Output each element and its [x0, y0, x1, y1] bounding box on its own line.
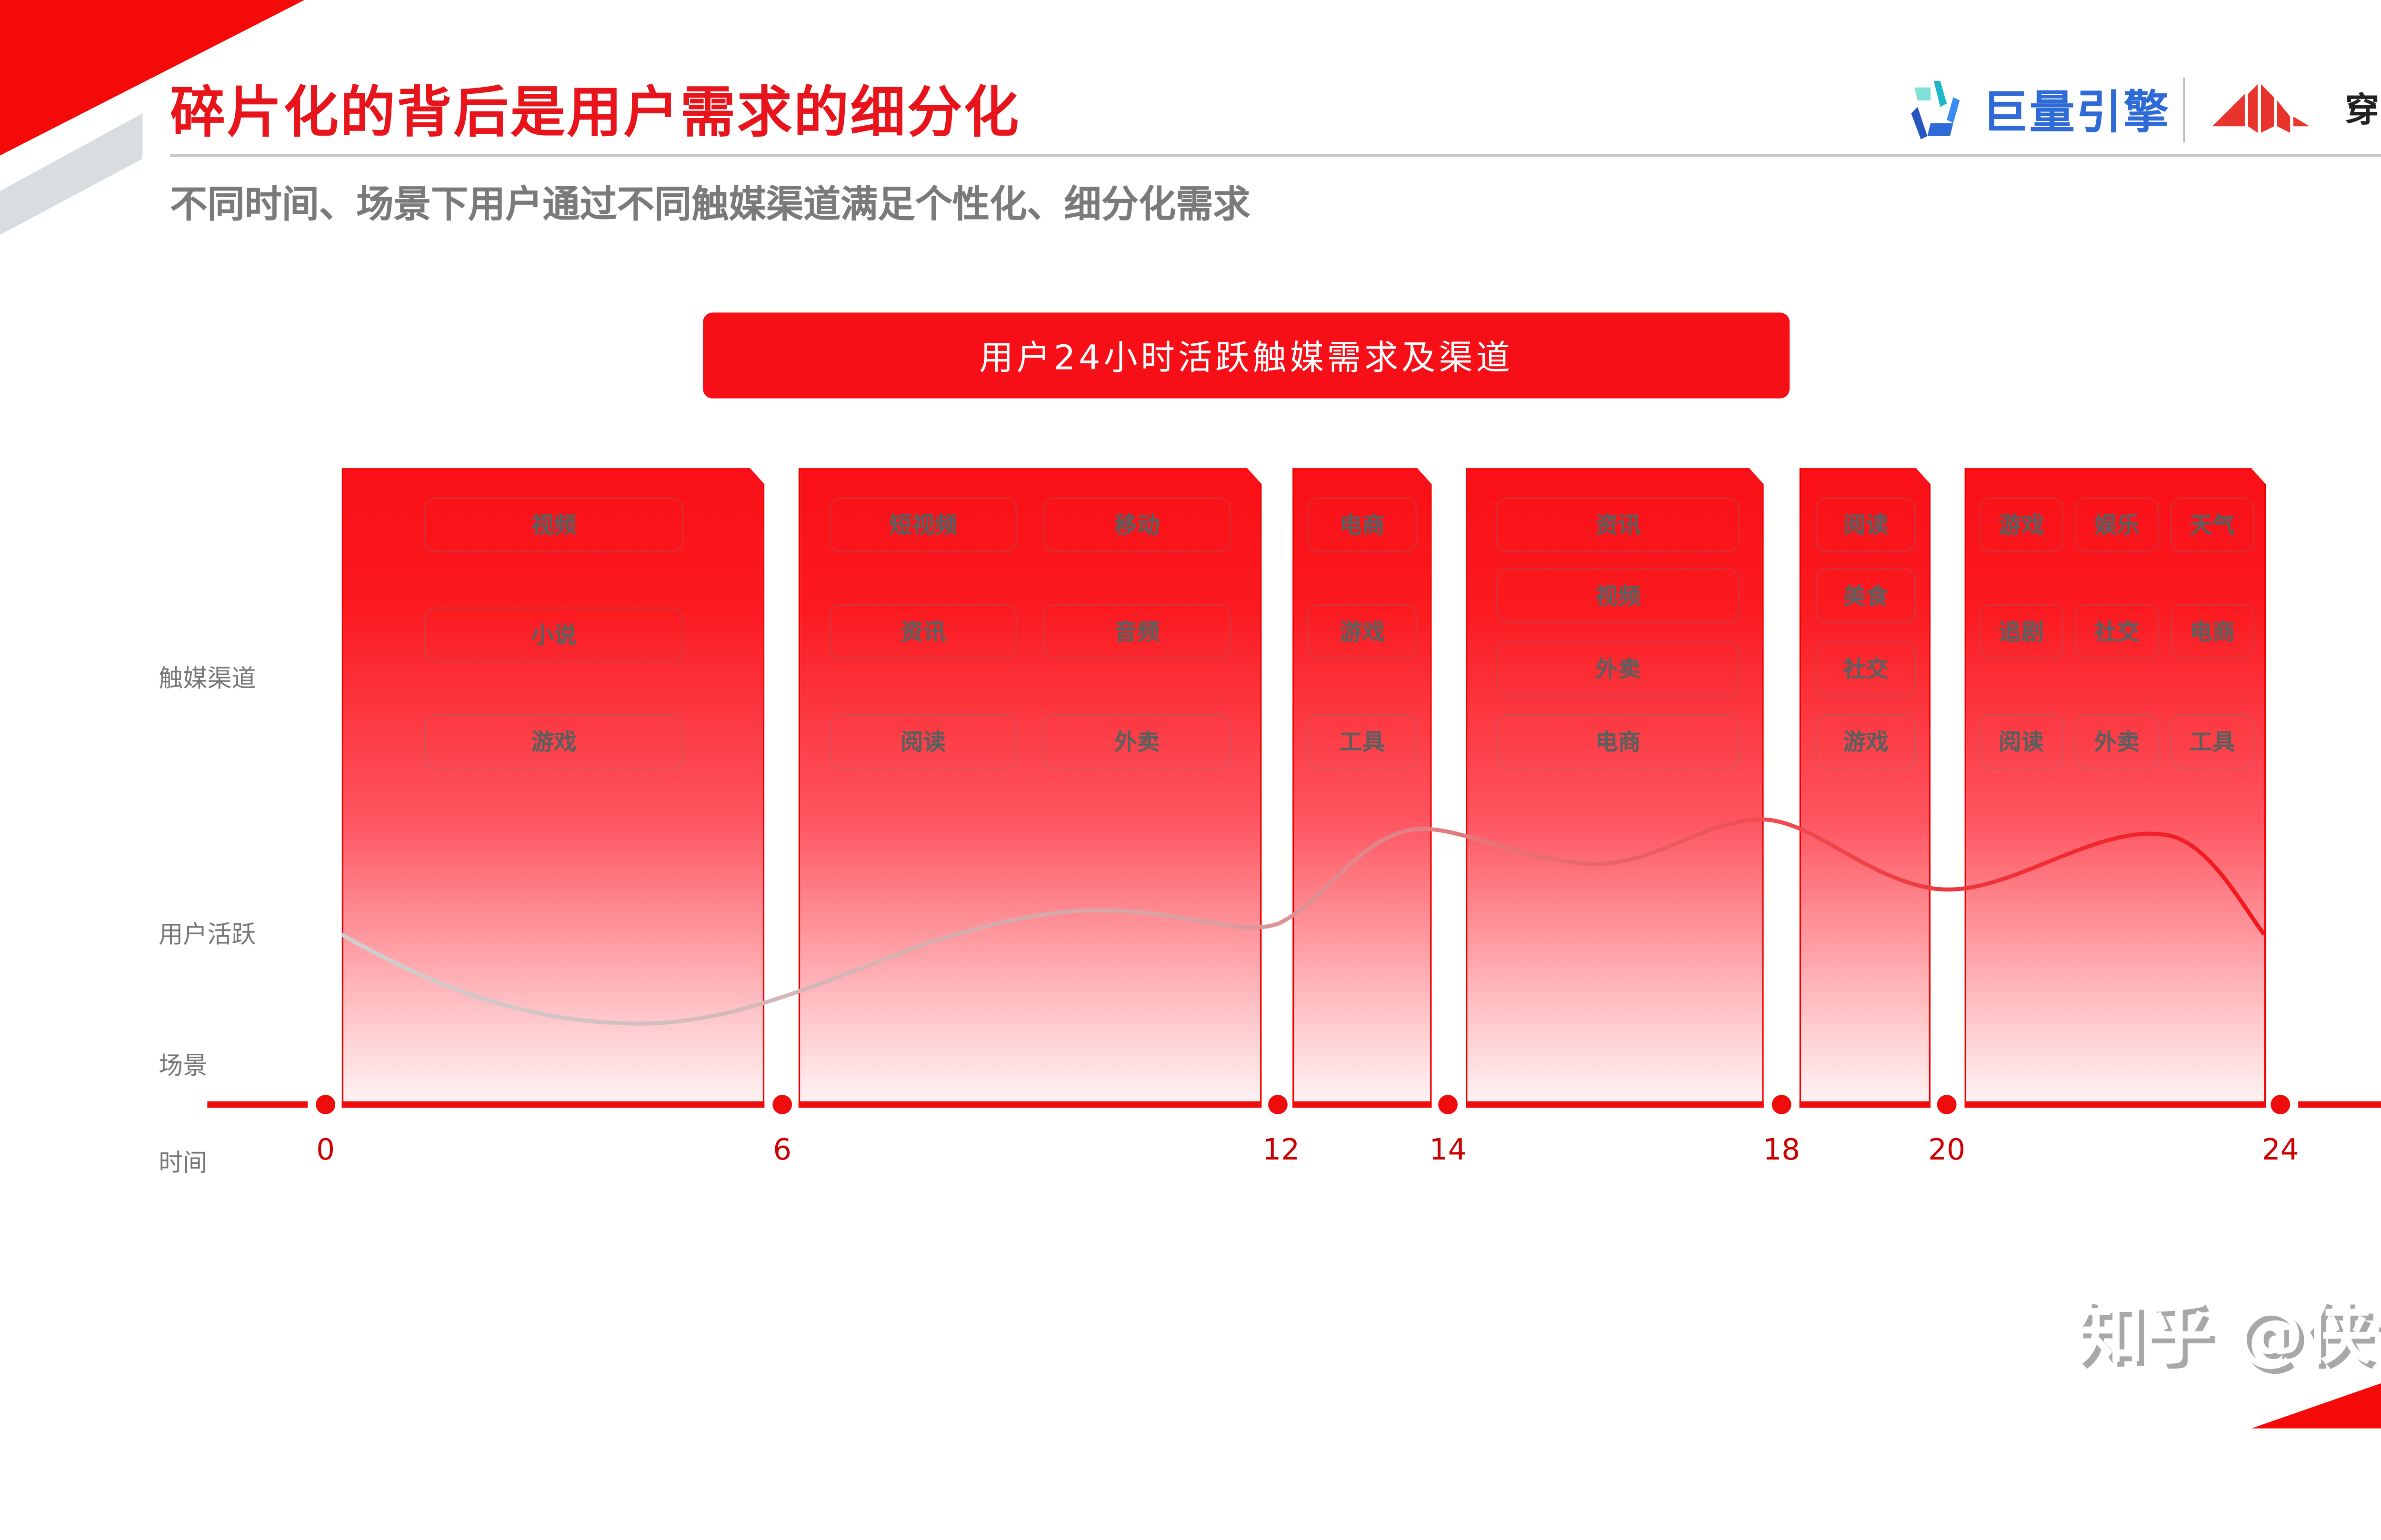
scene-label: 下班通勤: [1819, 1508, 1909, 1540]
timeline-axis-segment: [342, 1101, 765, 1108]
slide: 碎片化的背后是用户需求的细分化 不同时间、场景下用户通过不同触媒渠道满足个性化、…: [0, 0, 2381, 1429]
timeline-axis-end: [2298, 1101, 2381, 1108]
timeline-axis-segment: [1965, 1101, 2266, 1108]
scene-label: 下午茶: [1630, 1508, 1698, 1540]
time-dot: [1937, 1095, 1957, 1114]
scene-label: 休闲娱乐: [2068, 1508, 2159, 1540]
scene-label: 工作: [1532, 1508, 1577, 1540]
time-tick-label: 14: [1416, 1134, 1481, 1168]
time-tick-label: 12: [1249, 1134, 1313, 1168]
watermark: 知乎 @侠说: [2076, 1280, 2381, 1378]
time-dot: [1268, 1095, 1288, 1114]
scene-label: 睡眠: [525, 1508, 570, 1540]
time-dot: [1772, 1095, 1791, 1114]
scene-label: 通勤: [975, 1508, 1020, 1540]
activity-curve: [0, 0, 2381, 1429]
timeline-axis-segment: [1466, 1101, 1764, 1108]
time-dot: [772, 1095, 792, 1114]
timeline-axis-segment: [799, 1101, 1262, 1108]
time-dot: [2271, 1095, 2290, 1114]
time-dot: [1438, 1095, 1458, 1114]
scene-label: 午休: [1335, 1508, 1380, 1540]
time-tick-label: 20: [1914, 1134, 1979, 1168]
time-tick-label: 24: [2248, 1134, 2313, 1168]
time-dot: [316, 1095, 335, 1114]
timeline-axis-start: [207, 1101, 308, 1108]
timeline-axis-segment: [1800, 1101, 1931, 1108]
time-tick-label: 0: [293, 1134, 358, 1168]
scene-label: 工作: [1059, 1508, 1104, 1540]
timeline-axis-segment: [1292, 1101, 1431, 1108]
time-tick-label: 6: [750, 1134, 815, 1168]
time-tick-label: 18: [1749, 1134, 1814, 1168]
